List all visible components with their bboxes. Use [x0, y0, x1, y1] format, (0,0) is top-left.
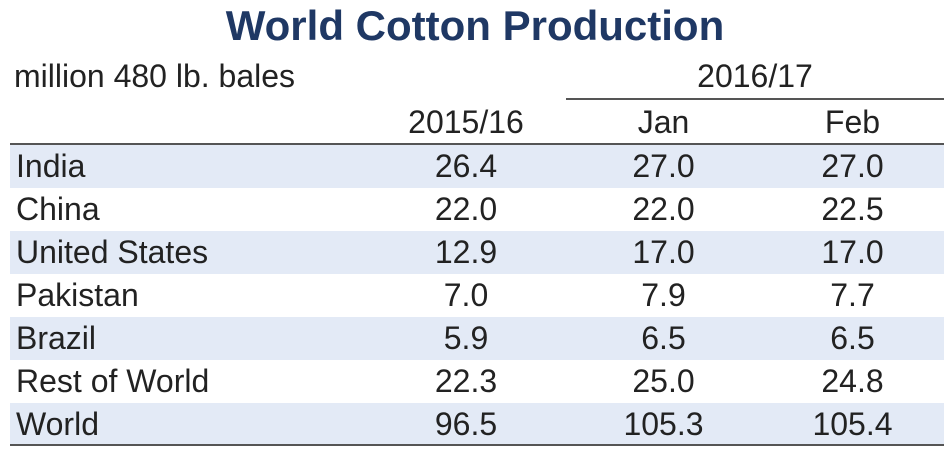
- table-cell: 22.0: [632, 191, 695, 227]
- row-label: Rest of World: [16, 363, 210, 399]
- column-header-feb: Feb: [824, 104, 881, 140]
- table-row: World 96.5 105.3 105.4: [10, 403, 944, 446]
- table-row: Brazil 5.9 6.5 6.5: [10, 317, 944, 360]
- row-label: India: [16, 148, 86, 184]
- table-cell: 5.9: [443, 320, 489, 356]
- column-header-jan: Jan: [637, 104, 690, 140]
- row-label: Brazil: [16, 320, 97, 356]
- table-cell: 17.0: [632, 234, 695, 270]
- bottom-rule: [10, 444, 944, 446]
- table-cell: 7.9: [641, 277, 686, 313]
- period-header: 2016/17: [697, 58, 813, 94]
- row-label: United States: [16, 234, 209, 270]
- table-cell: 22.5: [821, 191, 884, 227]
- table-cell: 12.9: [434, 234, 498, 270]
- table-cell: 17.0: [821, 234, 884, 270]
- table-row: Rest of World 22.3 25.0 24.8: [10, 360, 944, 403]
- table-row: United States 12.9 17.0 17.0: [10, 231, 944, 274]
- column-header-2015-16: 2015/16: [408, 104, 524, 140]
- table-row: India 26.4 27.0 27.0: [10, 145, 944, 188]
- page-title: World Cotton Production: [225, 2, 725, 49]
- table-cell: 27.0: [821, 148, 884, 184]
- table-cell: 6.5: [830, 320, 875, 356]
- table-body: India 26.4 27.0 27.0 China 22.0 22.0 22.5 United…: [10, 145, 944, 446]
- table-row: Pakistan 7.0 7.9 7.7: [10, 274, 944, 317]
- table-cell: 25.0: [632, 363, 695, 399]
- table-cell: 6.5: [641, 320, 686, 356]
- table-cell: 24.8: [821, 363, 884, 399]
- table-cell: 22.3: [434, 363, 498, 399]
- table-row: China 22.0 22.0 22.5: [10, 188, 944, 231]
- period-header-rule: [566, 98, 944, 100]
- row-label: World: [16, 406, 99, 442]
- table-cell: 96.5: [434, 406, 498, 442]
- table-cell: 26.4: [434, 148, 498, 184]
- table-cell: 105.3: [623, 406, 704, 442]
- row-label: China: [16, 191, 100, 227]
- header-rule: [10, 143, 944, 145]
- row-label: Pakistan: [16, 277, 139, 313]
- table-cell: 7.7: [830, 277, 875, 313]
- table-cell: 105.4: [812, 406, 893, 442]
- table-cell: 7.0: [443, 277, 489, 313]
- table-cell: 22.0: [434, 191, 498, 227]
- table-cell: 27.0: [632, 148, 695, 184]
- unit-label: million 480 lb. bales: [14, 58, 296, 94]
